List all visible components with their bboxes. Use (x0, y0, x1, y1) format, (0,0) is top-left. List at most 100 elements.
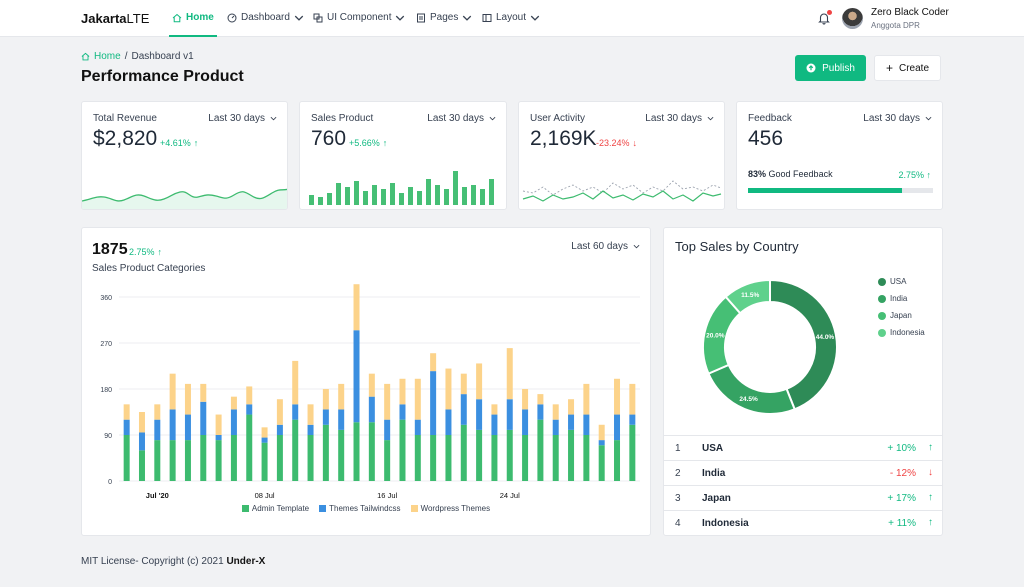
bar-segment[interactable] (491, 435, 498, 481)
bar-segment[interactable] (215, 435, 222, 441)
bar-segment[interactable] (506, 348, 513, 400)
bar-segment[interactable] (200, 383, 207, 402)
country-row[interactable]: 4 Indonesia + 11% ↑ (664, 510, 942, 535)
bar-segment[interactable] (169, 373, 176, 410)
bar-segment[interactable] (552, 404, 559, 420)
nav-ui-component[interactable]: UI Component (313, 12, 405, 23)
bar-segment[interactable] (583, 414, 590, 435)
bar-segment[interactable] (552, 435, 559, 481)
period-dropdown[interactable]: Last 30 days (645, 113, 714, 124)
bar-segment[interactable] (522, 389, 529, 410)
bell-icon[interactable] (817, 11, 831, 25)
bar-segment[interactable] (261, 442, 268, 481)
bar-segment[interactable] (614, 440, 621, 481)
bar-segment[interactable] (138, 450, 145, 481)
bar-segment[interactable] (460, 373, 467, 395)
bar-segment[interactable] (215, 440, 222, 481)
bar-segment[interactable] (414, 419, 421, 435)
bar-segment[interactable] (568, 399, 575, 415)
bar-segment[interactable] (368, 373, 375, 397)
bar-segment[interactable] (353, 422, 360, 481)
legend-item[interactable]: Themes Tailwindcss (319, 504, 401, 513)
bar-segment[interactable] (123, 435, 130, 481)
bar-segment[interactable] (614, 378, 621, 415)
bar-segment[interactable] (230, 435, 237, 481)
bar-segment[interactable] (276, 399, 283, 425)
bar-segment[interactable] (629, 383, 636, 415)
breadcrumb-home[interactable]: Home (94, 51, 121, 62)
bar-segment[interactable] (629, 414, 636, 425)
bar-segment[interactable] (307, 424, 314, 435)
bar-segment[interactable] (368, 422, 375, 481)
bar-segment[interactable] (445, 368, 452, 410)
bar-segment[interactable] (598, 440, 605, 446)
bar-segment[interactable] (583, 383, 590, 415)
bar-segment[interactable] (537, 394, 544, 405)
country-row[interactable]: 1 USA + 10% ↑ (664, 435, 942, 460)
bar-segment[interactable] (169, 409, 176, 441)
bar-segment[interactable] (292, 419, 299, 481)
footer-author-link[interactable]: Under-X (226, 556, 266, 567)
bar-segment[interactable] (445, 435, 452, 481)
bar-segment[interactable] (307, 404, 314, 425)
bar-segment[interactable] (522, 409, 529, 435)
bar-segment[interactable] (230, 409, 237, 435)
bar-segment[interactable] (338, 383, 345, 410)
bar-segment[interactable] (583, 435, 590, 481)
pie-legend-item[interactable]: India (878, 294, 907, 303)
bar-segment[interactable] (246, 414, 253, 481)
bar-segment[interactable] (384, 440, 391, 481)
bar-segment[interactable] (184, 440, 191, 481)
bar-segment[interactable] (430, 353, 437, 372)
bar-segment[interactable] (414, 435, 421, 481)
country-row[interactable]: 3 Japan + 17% ↑ (664, 485, 942, 510)
bar-segment[interactable] (246, 404, 253, 415)
bar-segment[interactable] (568, 429, 575, 481)
bar-segment[interactable] (384, 419, 391, 441)
donut-slice[interactable] (707, 363, 796, 415)
bar-segment[interactable] (276, 424, 283, 435)
bar-segment[interactable] (414, 378, 421, 420)
bar-segment[interactable] (629, 424, 636, 481)
bar-segment[interactable] (491, 404, 498, 415)
bar-segment[interactable] (460, 424, 467, 481)
bar-segment[interactable] (368, 396, 375, 423)
pie-legend-item[interactable]: USA (878, 277, 906, 286)
bar-segment[interactable] (184, 414, 191, 441)
brand-logo[interactable]: JakartaLTE (81, 11, 150, 26)
bar-segment[interactable] (430, 371, 437, 435)
bar-segment[interactable] (123, 404, 130, 420)
bar-segment[interactable] (123, 419, 130, 435)
bar-segment[interactable] (476, 429, 483, 481)
bar-segment[interactable] (154, 419, 161, 441)
pie-legend-item[interactable]: Indonesia (878, 328, 925, 337)
bar-segment[interactable] (338, 409, 345, 430)
bar-segment[interactable] (307, 435, 314, 481)
bar-segment[interactable] (261, 427, 268, 438)
pie-legend-item[interactable]: Japan (878, 311, 912, 320)
bar-segment[interactable] (460, 394, 467, 425)
bar-segment[interactable] (506, 429, 513, 481)
bar-segment[interactable] (537, 404, 544, 420)
bar-segment[interactable] (246, 386, 253, 405)
period-dropdown[interactable]: Last 30 days (208, 113, 277, 124)
bar-segment[interactable] (399, 378, 406, 405)
bar-segment[interactable] (476, 399, 483, 430)
bar-segment[interactable] (552, 419, 559, 435)
create-button[interactable]: + Create (874, 55, 941, 81)
bar-segment[interactable] (169, 440, 176, 481)
avatar[interactable] (842, 8, 863, 29)
bar-segment[interactable] (399, 419, 406, 481)
bar-segment[interactable] (384, 383, 391, 420)
nav-layout[interactable]: Layout (482, 12, 540, 23)
bar-segment[interactable] (506, 399, 513, 430)
bar-segment[interactable] (261, 437, 268, 443)
bar-segment[interactable] (353, 330, 360, 423)
period-dropdown[interactable]: Last 30 days (863, 113, 932, 124)
bar-segment[interactable] (292, 404, 299, 420)
bar-segment[interactable] (614, 414, 621, 441)
bar-segment[interactable] (445, 409, 452, 435)
bar-segment[interactable] (138, 432, 145, 451)
publish-button[interactable]: Publish (795, 55, 866, 81)
country-row[interactable]: 2 India - 12% ↓ (664, 460, 942, 485)
